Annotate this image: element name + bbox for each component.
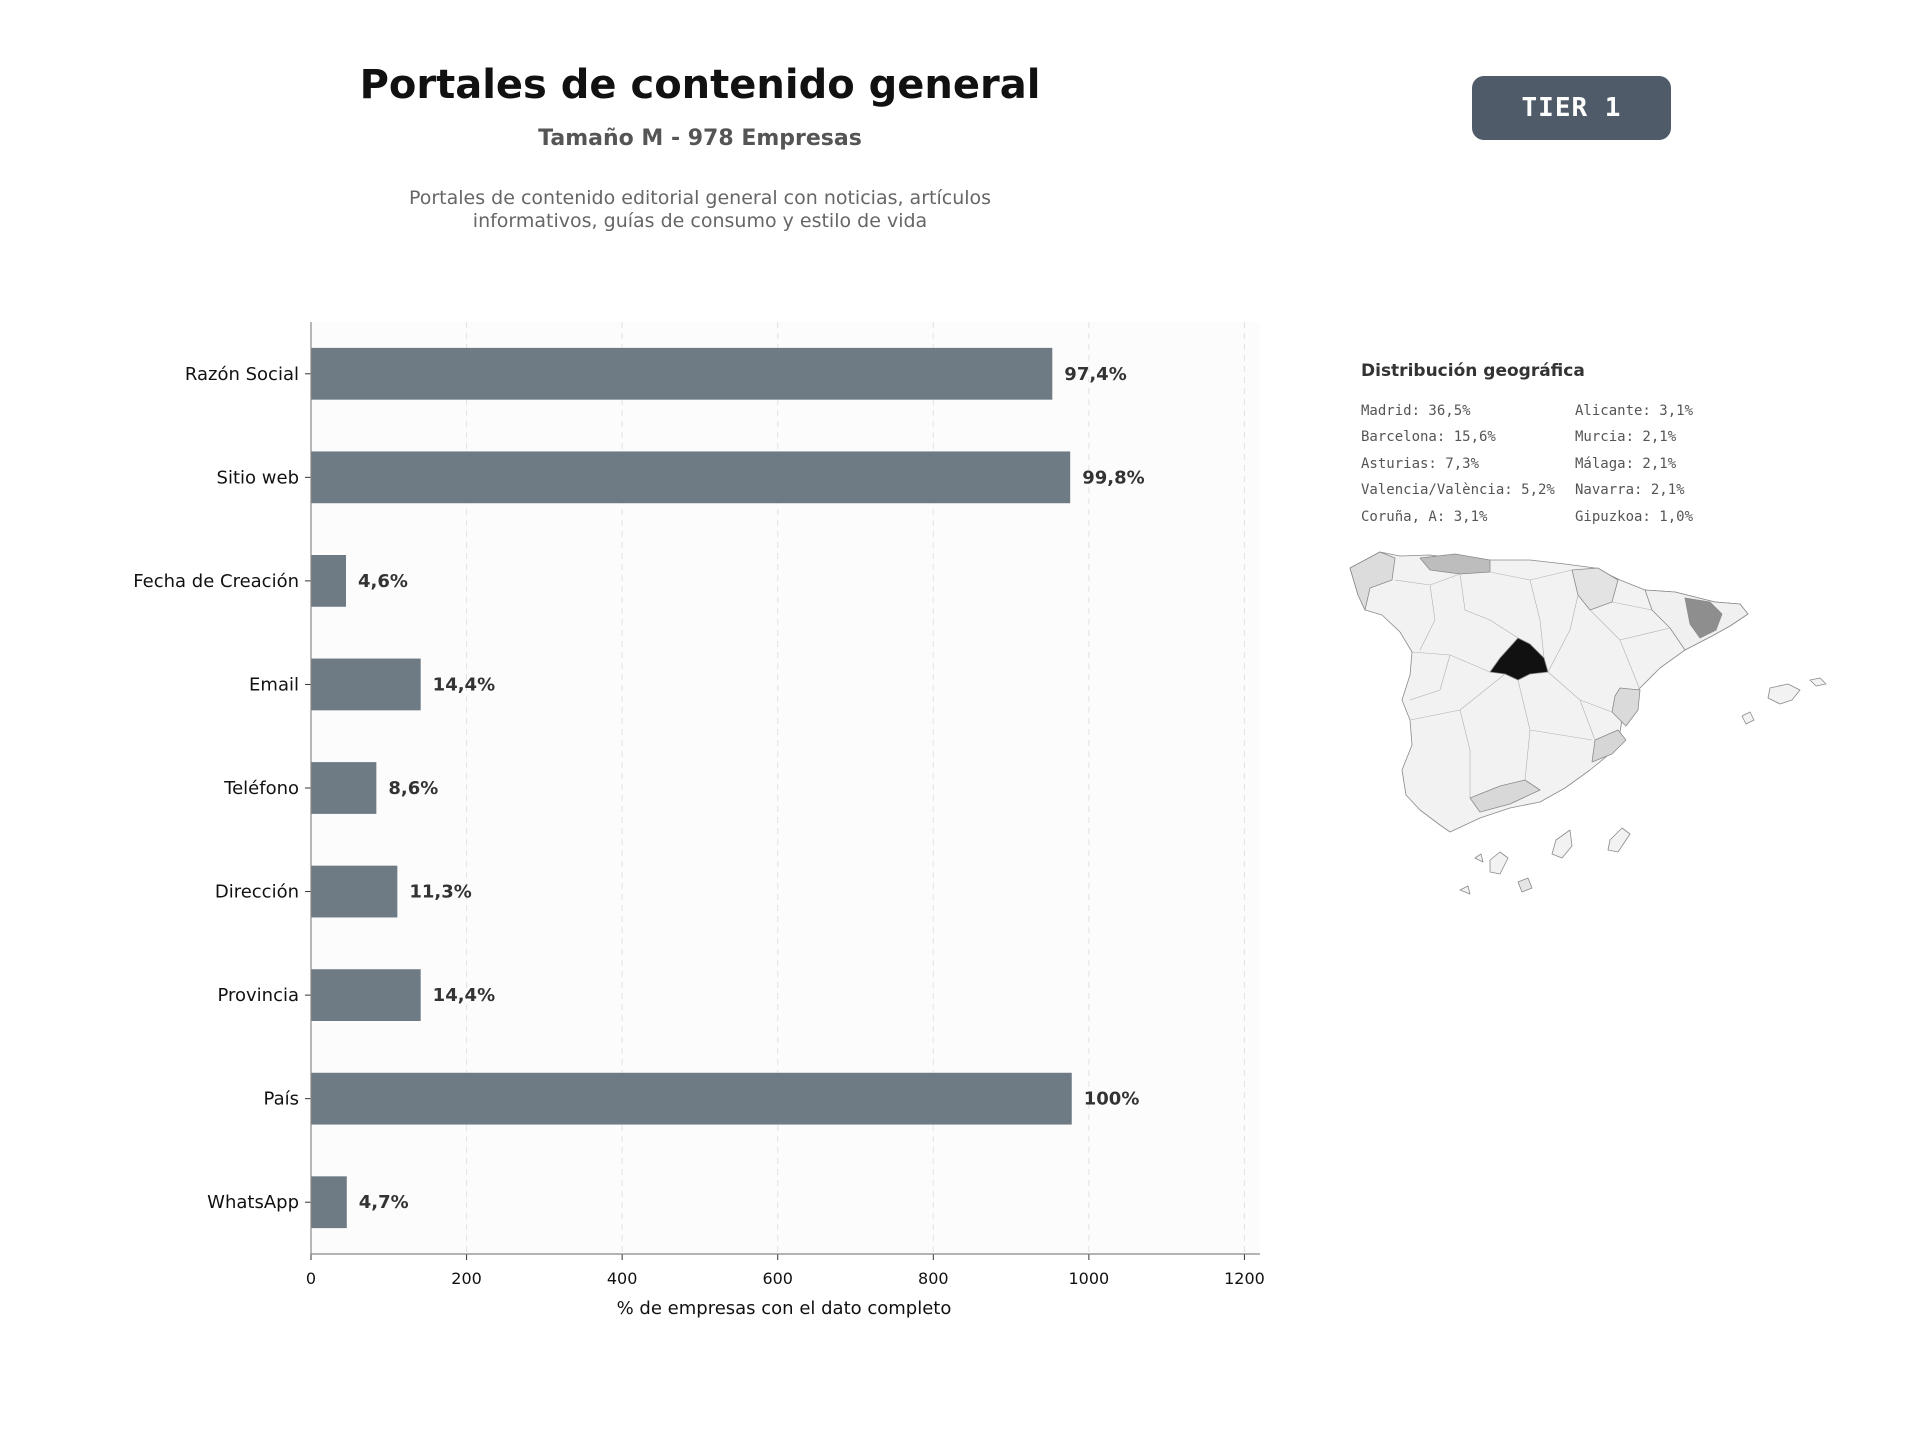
geo-item: Valencia/València: 5,2% xyxy=(1361,482,1555,499)
geo-column-1: Madrid: 36,5% Barcelona: 15,6% Asturias:… xyxy=(1361,398,1555,530)
geo-item: Alicante: 3,1% xyxy=(1575,403,1694,419)
category-label: Sitio web xyxy=(217,467,299,488)
geo-item: Gipuzkoa: 1,0% xyxy=(1575,508,1694,525)
x-tick-label: 1200 xyxy=(1224,1269,1265,1288)
category-label: Dirección xyxy=(215,882,299,903)
bar xyxy=(311,762,377,814)
description-line: informativos, guías de consumo y estilo … xyxy=(472,210,928,232)
data-label: 14,4% xyxy=(433,674,495,695)
tier-badge: TIER 1 xyxy=(1472,76,1671,140)
bar-chart: Razón Social 97,4% Sitio web 99,8% Fecha de … xyxy=(133,322,1265,1319)
map-region-canarias-2 xyxy=(1517,877,1533,893)
x-tick-label: 400 xyxy=(607,1269,638,1288)
map-region-madrid xyxy=(1489,637,1549,681)
data-label: 99,8% xyxy=(1082,467,1144,488)
category-label: Teléfono xyxy=(223,778,299,799)
geo-item: Murcia: 2,1% xyxy=(1575,429,1677,446)
data-label: 4,6% xyxy=(358,571,408,592)
geo-item: Asturias: 7,3% xyxy=(1361,455,1480,472)
geo-item: Málaga: 2,1% xyxy=(1575,455,1677,472)
geo-item: Barcelona: 15,6% xyxy=(1361,429,1496,446)
page-description: Portales de contenido editorial general … xyxy=(300,187,1100,233)
geo-distribution-title: Distribución geográfica xyxy=(1361,361,1585,381)
geo-column-2: Alicante: 3,1% Murcia: 2,1% Málaga: 2,1%… xyxy=(1575,398,1693,530)
x-tick-label: 600 xyxy=(762,1269,793,1288)
map-region-canarias-3 xyxy=(1551,829,1573,859)
bar xyxy=(311,658,421,711)
geo-item: Madrid: 36,5% xyxy=(1361,403,1471,419)
x-tick-label: 800 xyxy=(918,1269,949,1288)
bar xyxy=(311,347,1053,400)
category-label: Email xyxy=(249,674,299,695)
x-tick-label: 200 xyxy=(451,1269,482,1288)
map-region-canarias-6 xyxy=(1474,853,1484,863)
data-label: 100% xyxy=(1084,1089,1140,1110)
map-region-ibiza xyxy=(1741,711,1755,725)
category-label: WhatsApp xyxy=(207,1192,299,1213)
category-label: Fecha de Creación xyxy=(133,571,299,592)
map-region-barcelona xyxy=(1684,597,1723,639)
map-region-canarias-1 xyxy=(1489,851,1509,875)
geo-item: Navarra: 2,1% xyxy=(1575,482,1685,499)
map-region-mainland xyxy=(1349,551,1749,833)
category-label: País xyxy=(264,1089,299,1110)
spain-choropleth-map xyxy=(1349,551,1827,895)
x-axis-label: % de empresas con el dato completo xyxy=(617,1298,952,1319)
data-label: 97,4% xyxy=(1064,364,1126,385)
map-region-malaga xyxy=(1469,779,1541,813)
category-label: Razón Social xyxy=(185,364,299,385)
category-label: Provincia xyxy=(217,985,299,1006)
bar xyxy=(311,969,421,1021)
page-title: Portales de contenido general xyxy=(359,62,1041,108)
data-label: 8,6% xyxy=(388,778,438,799)
data-label: 14,4% xyxy=(433,985,495,1006)
bar xyxy=(311,451,1071,504)
bar xyxy=(311,865,398,918)
map-region-alicante xyxy=(1591,729,1627,763)
page-subtitle: Tamaño M - 978 Empresas xyxy=(538,126,862,151)
bar xyxy=(311,555,347,607)
data-label: 4,7% xyxy=(359,1192,409,1213)
map-region-menorca xyxy=(1809,677,1827,687)
map-province-borders xyxy=(1394,569,1671,798)
geo-item: Coruña, A: 3,1% xyxy=(1361,508,1488,525)
x-tick-label: 0 xyxy=(306,1269,316,1288)
map-region-canarias-4 xyxy=(1607,827,1631,853)
map-region-mallorca xyxy=(1767,683,1801,705)
bar xyxy=(311,1072,1072,1125)
description-line: Portales de contenido editorial general … xyxy=(408,187,992,209)
map-region-canarias-5 xyxy=(1459,885,1471,895)
data-label: 11,3% xyxy=(409,882,471,903)
x-tick-label: 1000 xyxy=(1069,1269,1110,1288)
map-region-coruna xyxy=(1349,551,1396,611)
bar xyxy=(311,1176,347,1229)
